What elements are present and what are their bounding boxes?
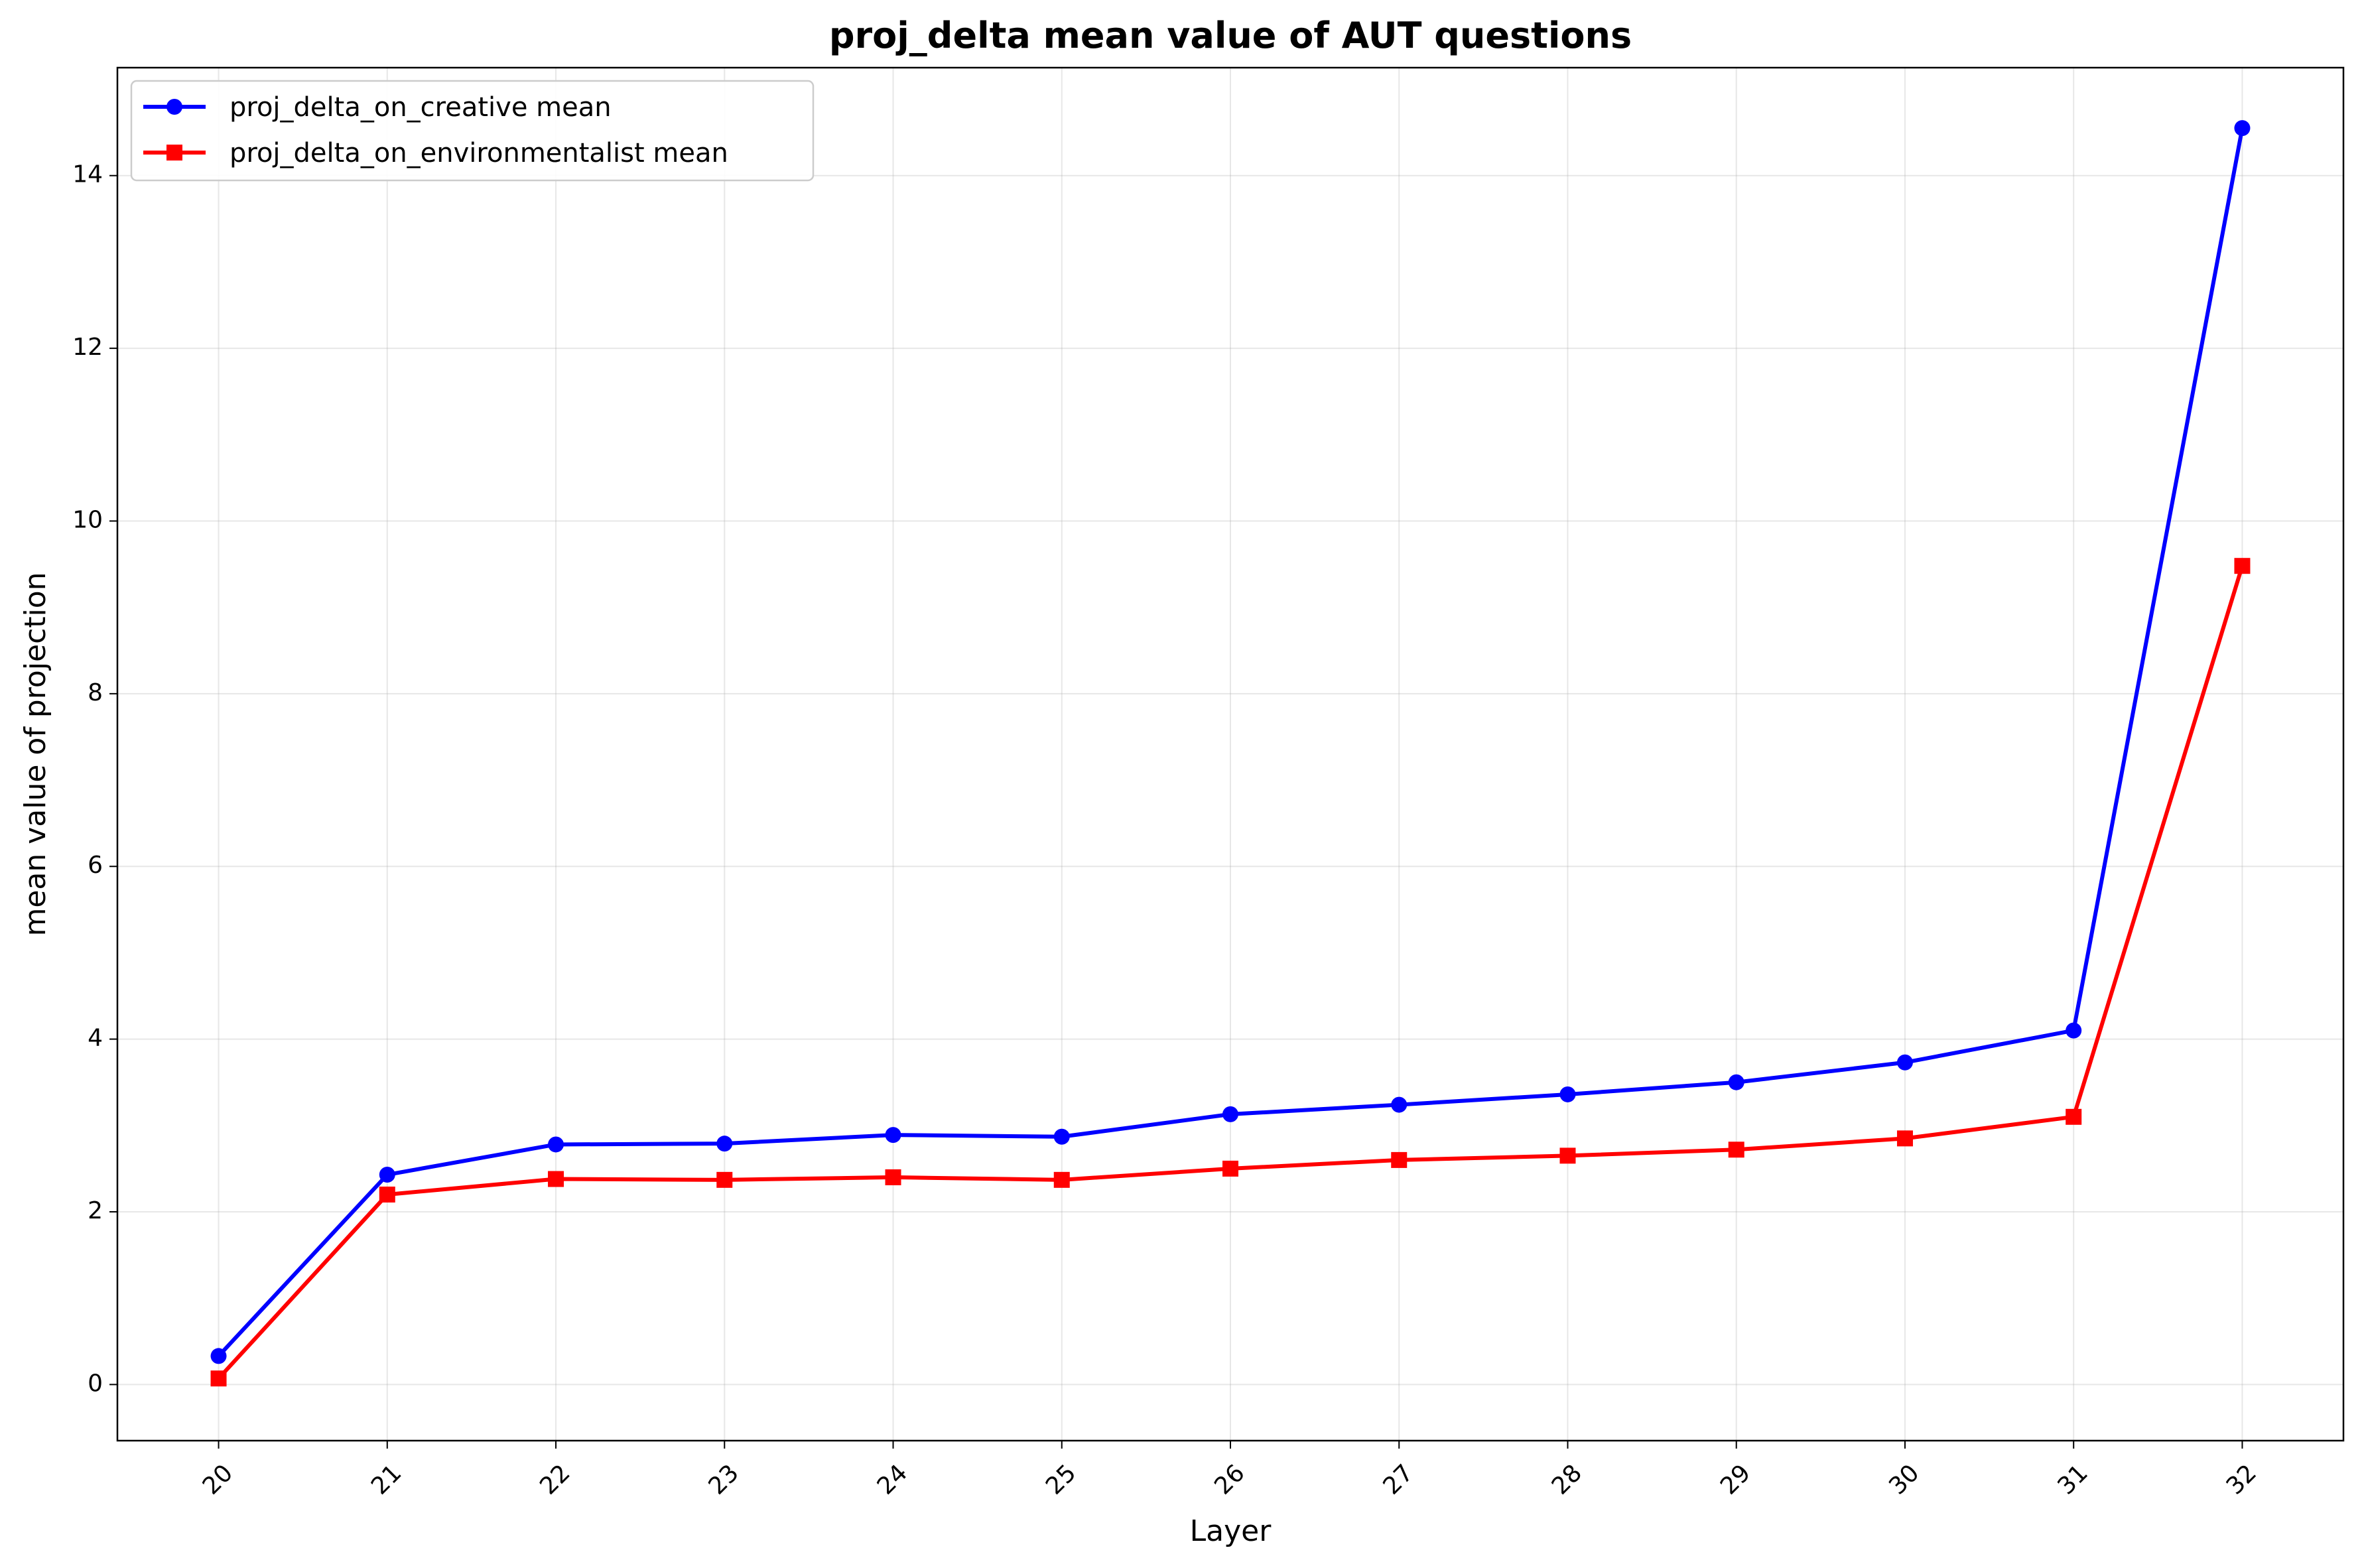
plot-series bbox=[210, 120, 2251, 1387]
data-point-series-1 bbox=[1222, 1160, 1238, 1177]
data-point-series-1 bbox=[1728, 1142, 1744, 1158]
legend-label-environmentalist: proj_delta_on_environmentalist mean bbox=[230, 138, 728, 168]
data-point-series-0 bbox=[379, 1167, 395, 1183]
data-point-series-0 bbox=[1222, 1106, 1238, 1122]
y-axis-label: mean value of projection bbox=[19, 572, 52, 936]
legend-marker-creative bbox=[166, 99, 182, 115]
data-point-series-0 bbox=[210, 1348, 227, 1364]
y-tick-label: 4 bbox=[88, 1025, 103, 1052]
legend-entry-environmentalist: proj_delta_on_environmentalist mean bbox=[143, 138, 728, 168]
data-point-series-1 bbox=[379, 1186, 395, 1203]
y-tick-label: 6 bbox=[88, 852, 103, 879]
y-tick-label: 2 bbox=[88, 1197, 103, 1224]
data-point-series-0 bbox=[2066, 1022, 2082, 1039]
y-tick-label: 12 bbox=[72, 334, 103, 361]
data-point-series-1 bbox=[2234, 558, 2251, 574]
data-point-series-0 bbox=[716, 1136, 733, 1152]
grid-lines bbox=[117, 68, 2343, 1441]
legend-box bbox=[130, 80, 815, 182]
legend-entry-creative: proj_delta_on_creative mean bbox=[143, 92, 612, 123]
y-tick-label: 10 bbox=[72, 506, 103, 533]
data-point-series-0 bbox=[2234, 120, 2251, 137]
data-point-series-1 bbox=[716, 1171, 733, 1188]
data-point-series-1 bbox=[1053, 1171, 1070, 1188]
legend: proj_delta_on_creative mean proj_delta_o… bbox=[130, 80, 815, 182]
data-point-series-1 bbox=[1391, 1151, 1408, 1168]
data-point-series-0 bbox=[885, 1127, 901, 1143]
y-axis-ticks: 0 2 4 6 8 10 12 14 bbox=[72, 161, 117, 1397]
data-point-series-0 bbox=[548, 1136, 564, 1153]
data-point-series-1 bbox=[1559, 1147, 1576, 1164]
y-tick-label: 0 bbox=[88, 1370, 103, 1397]
chart-title: proj_delta mean value of AUT questions bbox=[829, 15, 1632, 56]
x-axis-label: Layer bbox=[1190, 1514, 1272, 1548]
data-point-series-0 bbox=[1391, 1096, 1408, 1113]
legend-marker-environmentalist bbox=[166, 145, 182, 161]
data-point-series-1 bbox=[210, 1370, 227, 1387]
data-point-series-1 bbox=[1896, 1130, 1913, 1147]
data-point-series-0 bbox=[1896, 1054, 1913, 1071]
data-point-series-1 bbox=[2066, 1108, 2082, 1125]
legend-label-creative: proj_delta_on_creative mean bbox=[230, 92, 612, 123]
data-point-series-1 bbox=[885, 1169, 901, 1185]
y-tick-label: 8 bbox=[88, 679, 103, 706]
data-point-series-1 bbox=[548, 1171, 564, 1187]
y-tick-label: 14 bbox=[72, 161, 103, 188]
data-point-series-0 bbox=[1728, 1074, 1744, 1090]
data-point-series-0 bbox=[1559, 1086, 1576, 1102]
data-point-series-0 bbox=[1053, 1128, 1070, 1145]
